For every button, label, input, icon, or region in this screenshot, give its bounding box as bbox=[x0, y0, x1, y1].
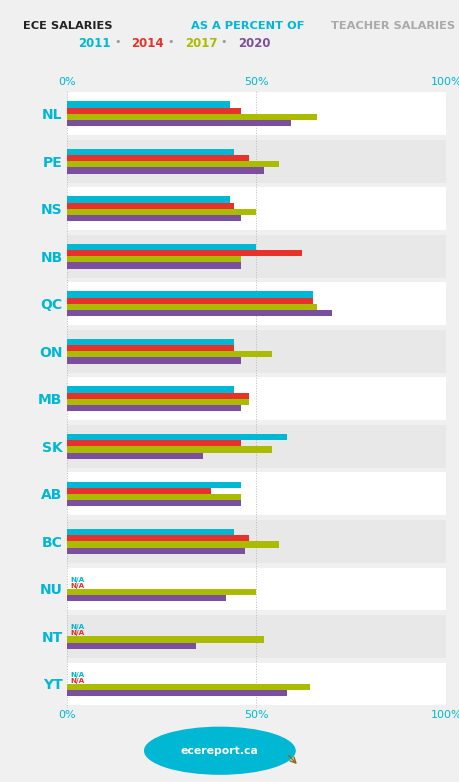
FancyBboxPatch shape bbox=[67, 330, 445, 373]
Bar bbox=[67, 595, 226, 601]
Text: •: • bbox=[220, 37, 227, 47]
Bar bbox=[67, 149, 233, 155]
Bar bbox=[67, 691, 286, 696]
Text: N/A: N/A bbox=[70, 576, 84, 583]
Bar bbox=[67, 167, 263, 174]
Text: N/A: N/A bbox=[70, 583, 84, 589]
FancyBboxPatch shape bbox=[67, 662, 445, 705]
Bar bbox=[67, 357, 241, 364]
Bar bbox=[67, 244, 256, 250]
FancyBboxPatch shape bbox=[67, 425, 445, 468]
Bar bbox=[67, 292, 313, 298]
Bar bbox=[67, 310, 331, 316]
Bar bbox=[67, 482, 241, 488]
Bar bbox=[67, 405, 241, 411]
FancyBboxPatch shape bbox=[67, 378, 445, 420]
Bar bbox=[67, 113, 317, 120]
Text: ECE SALARIES: ECE SALARIES bbox=[23, 21, 116, 31]
Text: 2020: 2020 bbox=[238, 37, 270, 50]
Text: N/A: N/A bbox=[70, 624, 84, 630]
Bar bbox=[67, 535, 248, 541]
Bar bbox=[67, 107, 241, 113]
Bar bbox=[67, 196, 230, 203]
FancyBboxPatch shape bbox=[67, 92, 445, 135]
Bar bbox=[67, 529, 233, 535]
Bar bbox=[67, 209, 256, 215]
Bar bbox=[67, 453, 203, 459]
FancyBboxPatch shape bbox=[67, 282, 445, 325]
FancyBboxPatch shape bbox=[67, 140, 445, 182]
Text: N/A: N/A bbox=[70, 678, 84, 684]
FancyBboxPatch shape bbox=[67, 472, 445, 515]
Bar bbox=[67, 303, 317, 310]
Bar bbox=[67, 643, 196, 649]
Bar bbox=[67, 440, 241, 447]
Bar bbox=[67, 541, 279, 547]
Text: 2011: 2011 bbox=[78, 37, 111, 50]
Bar bbox=[67, 547, 245, 554]
Bar bbox=[67, 203, 233, 209]
Text: •: • bbox=[167, 37, 174, 47]
Ellipse shape bbox=[144, 726, 295, 775]
Bar bbox=[67, 339, 233, 345]
Bar bbox=[67, 120, 290, 126]
Text: 2014: 2014 bbox=[131, 37, 164, 50]
Text: 2017: 2017 bbox=[185, 37, 217, 50]
Bar bbox=[67, 488, 211, 494]
Bar bbox=[67, 215, 241, 221]
Bar bbox=[67, 494, 241, 500]
Bar bbox=[67, 434, 286, 440]
Bar bbox=[67, 500, 241, 506]
Bar bbox=[67, 102, 230, 107]
Bar bbox=[67, 161, 279, 167]
Bar bbox=[67, 684, 309, 691]
Bar bbox=[67, 250, 302, 256]
Text: TEACHER SALARIES: TEACHER SALARIES bbox=[330, 21, 454, 31]
Bar bbox=[67, 386, 233, 393]
Bar bbox=[67, 155, 248, 161]
Bar bbox=[67, 589, 256, 595]
Bar bbox=[67, 637, 263, 643]
Bar bbox=[67, 263, 241, 268]
Bar bbox=[67, 345, 233, 351]
Bar bbox=[67, 447, 271, 453]
FancyBboxPatch shape bbox=[67, 615, 445, 658]
Text: N/A: N/A bbox=[70, 630, 84, 637]
Text: ecereport.ca: ecereport.ca bbox=[180, 746, 258, 755]
Text: AS A PERCENT OF: AS A PERCENT OF bbox=[190, 21, 308, 31]
FancyBboxPatch shape bbox=[67, 568, 445, 610]
Bar bbox=[67, 298, 313, 303]
Bar bbox=[67, 393, 248, 399]
Text: •: • bbox=[114, 37, 120, 47]
FancyBboxPatch shape bbox=[67, 188, 445, 230]
Text: N/A: N/A bbox=[70, 672, 84, 678]
Bar bbox=[67, 399, 248, 405]
FancyBboxPatch shape bbox=[67, 235, 445, 278]
FancyBboxPatch shape bbox=[67, 520, 445, 563]
Bar bbox=[67, 351, 271, 357]
Bar bbox=[67, 256, 241, 263]
